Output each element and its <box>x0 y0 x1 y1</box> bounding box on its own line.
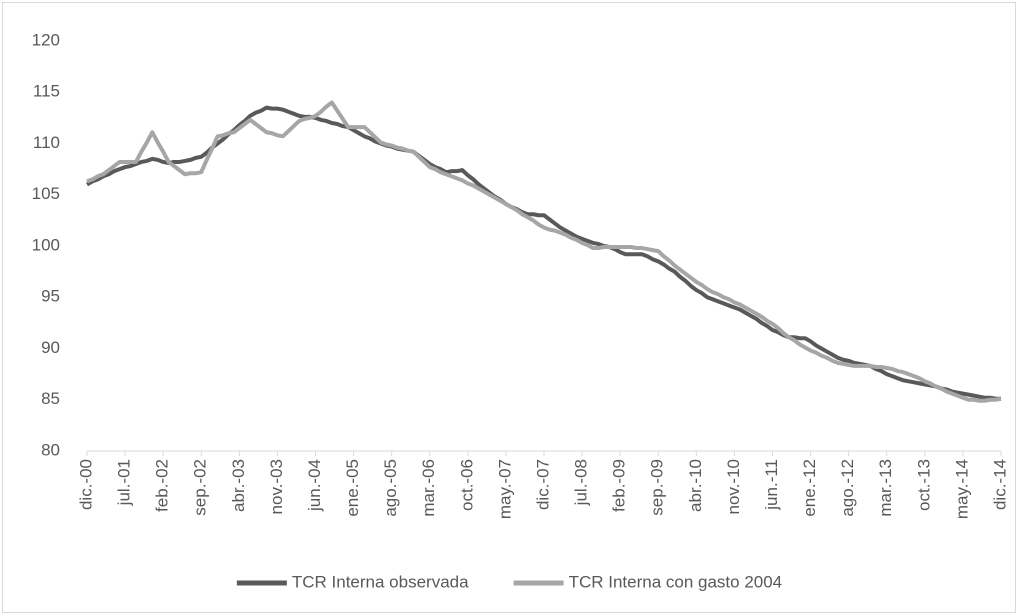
x-tick-label: ene.-05 <box>343 459 362 517</box>
legend-item: TCR Interna observada <box>236 572 469 591</box>
x-tick-label: sep.-02 <box>191 459 210 516</box>
y-tick-label: 95 <box>41 287 60 306</box>
x-tick-label: oct.-13 <box>914 459 933 511</box>
y-tick-label: 110 <box>33 133 60 152</box>
x-tick-label: jun.-04 <box>305 459 324 512</box>
y-tick-label: 90 <box>41 338 60 357</box>
x-tick-label: sep.-09 <box>648 459 667 516</box>
x-tick-label: jun.-11 <box>762 459 781 511</box>
series-line <box>86 105 1001 401</box>
x-tick-label: nov.-03 <box>267 459 286 514</box>
y-tick-label: 100 <box>32 235 60 254</box>
x-tick-label: feb.-02 <box>153 459 172 512</box>
x-tick-label: feb.-09 <box>610 459 629 512</box>
series-line <box>86 100 1002 403</box>
x-tick-label: abr.-10 <box>686 459 705 512</box>
x-tick-label: jul.-01 <box>115 459 134 506</box>
x-tick-label: ago.-05 <box>381 459 400 517</box>
legend-label: TCR Interna con gasto 2004 <box>569 572 783 591</box>
x-tick-label: ene.-12 <box>800 459 819 517</box>
x-tick-label: mar.-13 <box>876 459 895 517</box>
y-tick-label: 120 <box>32 30 60 49</box>
legend-label: TCR Interna observada <box>292 572 469 591</box>
y-tick-label: 105 <box>32 184 60 203</box>
x-tick-label: dic.-14 <box>990 459 1009 510</box>
x-tick-label: dic.-07 <box>533 459 552 510</box>
x-tick-label: may.-14 <box>952 459 971 519</box>
y-tick-label: 115 <box>33 82 60 101</box>
y-tick-label: 85 <box>41 389 60 408</box>
x-tick-label: jul.-08 <box>572 459 591 506</box>
x-tick-label: oct.-06 <box>457 459 476 511</box>
x-tick-label: dic.-00 <box>76 459 95 510</box>
y-tick-label: 80 <box>41 440 60 459</box>
x-tick-label: may.-07 <box>495 459 514 519</box>
x-tick-label: mar.-06 <box>419 459 438 517</box>
x-tick-label: abr.-03 <box>229 459 248 512</box>
legend: TCR Interna observada TCR Interna con gas… <box>236 572 783 591</box>
x-tick-label: nov.-10 <box>724 459 743 514</box>
x-tick-label: ago.-12 <box>838 459 857 517</box>
legend-item: TCR Interna con gasto 2004 <box>513 572 783 591</box>
